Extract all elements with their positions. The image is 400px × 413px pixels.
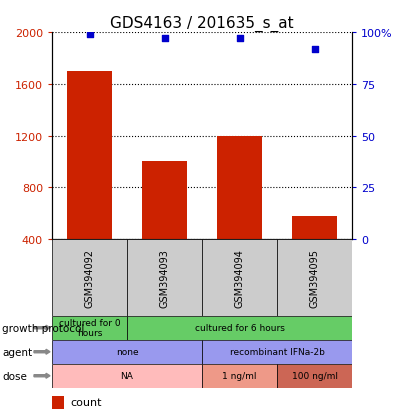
Bar (202, 364, 277, 388)
Text: cultured for 0
hours: cultured for 0 hours (59, 318, 120, 337)
Bar (52, 240, 127, 316)
Text: GSM394092: GSM394092 (84, 248, 94, 307)
Bar (217, 136, 262, 240)
Point (311, 46, 318, 53)
Text: NA: NA (120, 371, 134, 380)
Point (236, 36, 243, 43)
Bar (277, 364, 352, 388)
Text: GSM394094: GSM394094 (234, 248, 244, 307)
Bar (52, 316, 127, 340)
Bar (52, 396, 64, 409)
Bar (127, 316, 352, 340)
Bar (52, 340, 202, 364)
Bar (67, 72, 112, 240)
Text: none: none (116, 347, 138, 356)
Bar (202, 240, 277, 316)
Text: count: count (70, 397, 102, 407)
Point (161, 36, 168, 43)
Point (86, 32, 93, 38)
Text: 1 ng/ml: 1 ng/ml (222, 371, 257, 380)
Text: cultured for 6 hours: cultured for 6 hours (194, 323, 284, 332)
Text: growth protocol: growth protocol (2, 323, 84, 333)
Text: agent: agent (2, 347, 32, 357)
Text: GSM394095: GSM394095 (310, 248, 320, 307)
Bar (127, 240, 202, 316)
Text: 100 ng/ml: 100 ng/ml (292, 371, 338, 380)
Bar (277, 240, 352, 316)
Title: GDS4163 / 201635_s_at: GDS4163 / 201635_s_at (110, 16, 294, 32)
Bar (292, 216, 337, 240)
Text: GSM394093: GSM394093 (160, 248, 170, 307)
Text: recombinant IFNa-2b: recombinant IFNa-2b (230, 347, 324, 356)
Text: dose: dose (2, 371, 27, 381)
Bar (142, 162, 187, 240)
Bar (202, 340, 352, 364)
Bar (52, 364, 202, 388)
